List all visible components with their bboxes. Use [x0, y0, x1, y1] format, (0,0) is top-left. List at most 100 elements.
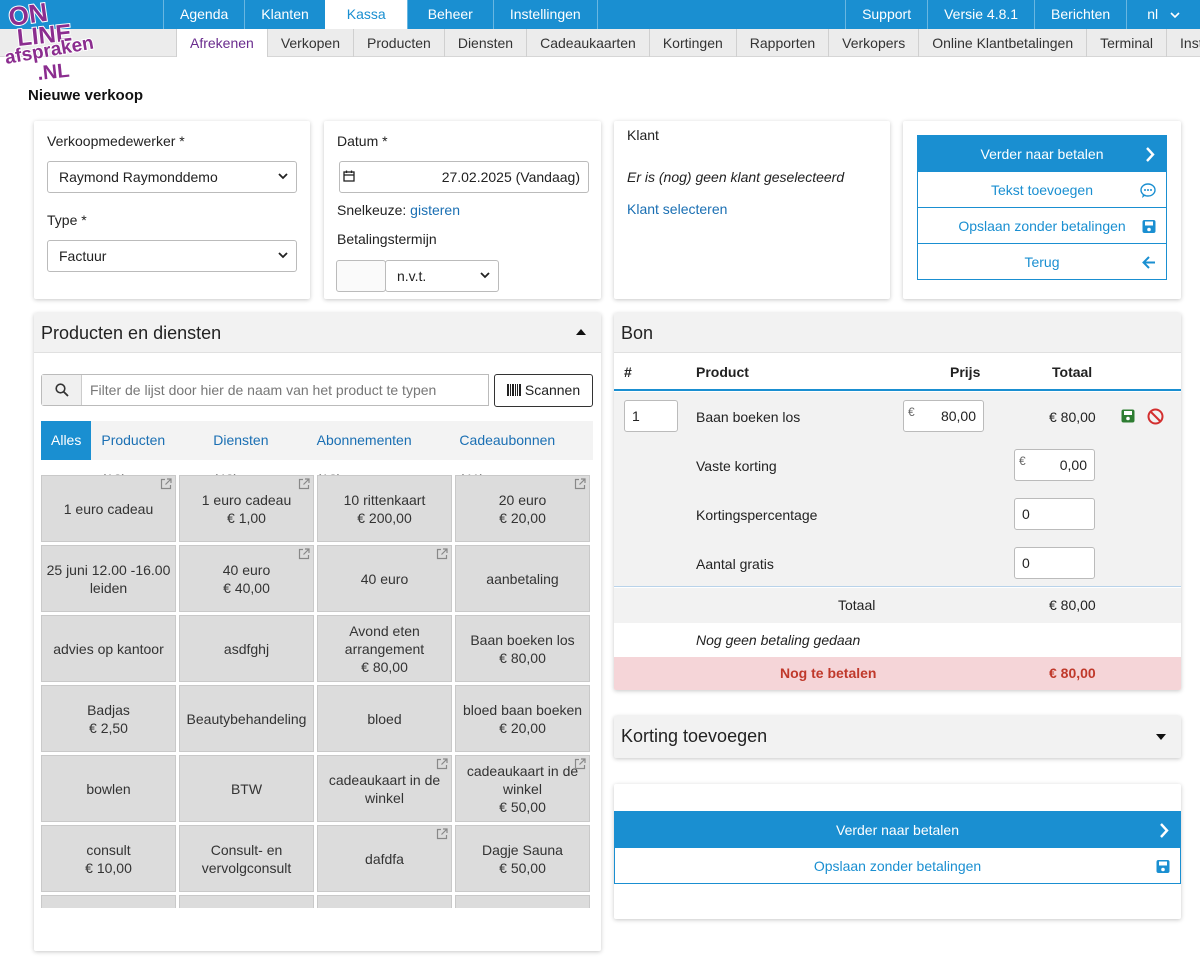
nav-agenda[interactable]: Agenda	[163, 0, 244, 29]
app-logo[interactable]: ON LINE afspraken .NL	[2, 0, 116, 86]
external-link-icon[interactable]	[298, 478, 310, 490]
nav-klanten[interactable]: Klanten	[244, 0, 324, 29]
nav-support[interactable]: Support	[845, 0, 927, 29]
amount-due-label: Nog te betalen	[780, 665, 877, 681]
payment-term-input[interactable]	[336, 260, 386, 292]
product-tile[interactable]: cadeaukaart in de winkel	[317, 755, 452, 822]
discount-percentage-input[interactable]: 0	[1014, 498, 1095, 530]
product-tile[interactable]: Dagje Sauna € 50,00	[455, 825, 590, 892]
product-tile-name: advies op kantoor	[53, 640, 164, 657]
save-without-payment-button[interactable]: Opslaan zonder betalingen	[917, 207, 1167, 244]
subnav-kortingen[interactable]: Kortingen	[650, 29, 737, 57]
fixed-discount-input[interactable]: € 0,00	[1014, 449, 1095, 481]
product-tile[interactable]: cadeaukaart in de winkel € 50,00	[455, 755, 590, 822]
save-without-payment-button-bottom[interactable]: Opslaan zonder betalingen	[614, 847, 1181, 884]
product-tile[interactable]: Baan boeken los € 80,00	[455, 615, 590, 682]
payment-term-select[interactable]: n.v.t.	[385, 260, 499, 292]
product-tile[interactable]: dafdfa	[317, 825, 452, 892]
product-tile[interactable]: Avond eten arrangement € 80,00	[317, 615, 452, 682]
caret-down-icon[interactable]	[1155, 733, 1167, 741]
employee-select[interactable]: Raymond Raymonddemo	[47, 161, 297, 193]
product-tile-price: € 80,00	[499, 649, 546, 666]
subnav-terminal[interactable]: Terminal	[1087, 29, 1168, 57]
product-tile[interactable]: bowlen	[41, 755, 176, 822]
subnav-producten[interactable]: Producten	[354, 29, 445, 57]
product-tile[interactable]: 40 euro € 40,00	[179, 545, 314, 612]
product-tile[interactable]	[317, 895, 452, 908]
date-input[interactable]: 27.02.2025 (Vandaag)	[339, 161, 589, 193]
proceed-to-payment-button-bottom[interactable]: Verder naar betalen	[614, 811, 1181, 848]
subnav-instellingen[interactable]: Instelli	[1180, 35, 1200, 51]
product-tile-name: Consult- en vervolgconsult	[201, 841, 292, 876]
product-tile[interactable]: consult € 10,00	[41, 825, 176, 892]
add-discount-section[interactable]: Korting toevoegen	[614, 716, 1181, 758]
proceed-label: Verder naar betalen	[980, 146, 1104, 162]
nav-version[interactable]: Versie 4.8.1	[927, 0, 1034, 29]
subnav-verkopen[interactable]: Verkopen	[268, 29, 354, 57]
save-label: Opslaan zonder betalingen	[958, 218, 1126, 234]
subnav-afrekenen[interactable]: Afrekenen	[176, 29, 268, 57]
product-tile[interactable]: aanbetaling	[455, 545, 590, 612]
quick-select: Snelkeuze: gisteren	[337, 202, 460, 218]
save-line-icon[interactable]	[1121, 409, 1135, 423]
tab-gift-cards[interactable]: Cadeaubonnen (41)	[449, 421, 593, 487]
line-qty-input[interactable]: 1	[624, 400, 678, 432]
subnav-cadeaukaarten[interactable]: Cadeaukaarten	[527, 29, 650, 57]
external-link-icon[interactable]	[298, 548, 310, 560]
external-link-icon[interactable]	[160, 478, 172, 490]
product-tile[interactable]	[455, 895, 590, 908]
tab-services[interactable]: Diensten (42)	[203, 421, 306, 487]
external-link-icon[interactable]	[574, 478, 586, 490]
tab-all[interactable]: Alles	[41, 421, 92, 460]
external-link-icon[interactable]	[436, 828, 448, 840]
product-tile-name: aanbetaling	[486, 570, 559, 587]
line-price-input[interactable]: € 80,00	[903, 400, 984, 432]
back-button[interactable]: Terug	[917, 243, 1167, 280]
subnav-verkopers[interactable]: Verkopers	[829, 29, 920, 57]
product-tile[interactable]: Beautybehandeling	[179, 685, 314, 752]
product-tile[interactable]	[179, 895, 314, 908]
language-select[interactable]: nl	[1126, 0, 1200, 29]
nav-kassa[interactable]: Kassa	[324, 0, 407, 29]
subnav-rapporten[interactable]: Rapporten	[737, 29, 830, 57]
product-tile[interactable]: bloed	[317, 685, 452, 752]
proceed-label-bottom: Verder naar betalen	[836, 822, 959, 838]
yesterday-link[interactable]: gisteren	[410, 202, 460, 218]
add-text-button[interactable]: Tekst toevoegen	[917, 171, 1167, 208]
product-tile[interactable]: 25 juni 12.00 -16.00 leiden	[41, 545, 176, 612]
subnav-diensten[interactable]: Diensten	[445, 29, 528, 57]
product-tile[interactable]: asdfghj	[179, 615, 314, 682]
external-link-icon[interactable]	[436, 548, 448, 560]
type-select[interactable]: Factuur	[47, 240, 297, 272]
product-tile[interactable]: Consult- en vervolgconsult	[179, 825, 314, 892]
product-tile[interactable]: advies op kantoor	[41, 615, 176, 682]
scan-button[interactable]: Scannen	[494, 374, 593, 407]
product-tile[interactable]: bloed baan boeken € 20,00	[455, 685, 590, 752]
product-search-input[interactable]: Filter de lijst door hier de naam van he…	[41, 374, 489, 406]
product-tile[interactable]	[41, 895, 176, 908]
products-header[interactable]: Producten en diensten	[34, 313, 601, 353]
caret-up-icon[interactable]	[575, 328, 587, 336]
proceed-to-payment-button[interactable]: Verder naar betalen	[917, 135, 1167, 172]
product-tile[interactable]: 10 rittenkaart € 200,00	[317, 475, 452, 542]
date-label: Datum *	[337, 133, 388, 149]
product-tile[interactable]: BTW	[179, 755, 314, 822]
col-product: Product	[696, 364, 749, 380]
product-tile[interactable]: 20 euro € 20,00	[455, 475, 590, 542]
delete-line-icon[interactable]	[1147, 408, 1164, 425]
nav-instellingen[interactable]: Instellingen	[492, 0, 598, 29]
nav-messages[interactable]: Berichten	[1034, 0, 1126, 29]
tab-subscriptions[interactable]: Abonnementen (18)	[307, 421, 450, 487]
subnav-online-klantbetalingen[interactable]: Online Klantbetalingen	[919, 29, 1088, 57]
product-tile[interactable]: 1 euro cadeau € 1,00	[179, 475, 314, 542]
product-tile[interactable]: Badjas € 2,50	[41, 685, 176, 752]
tab-products[interactable]: Producten (12)	[91, 421, 203, 487]
add-text-label: Tekst toevoegen	[991, 182, 1093, 198]
free-count-input[interactable]: 0	[1014, 547, 1095, 579]
product-tile[interactable]: 1 euro cadeau	[41, 475, 176, 542]
external-link-icon[interactable]	[436, 758, 448, 770]
external-link-icon[interactable]	[574, 758, 586, 770]
select-client-link[interactable]: Klant selecteren	[627, 201, 728, 217]
product-tile[interactable]: 40 euro	[317, 545, 452, 612]
nav-beheer[interactable]: Beheer	[406, 0, 493, 29]
